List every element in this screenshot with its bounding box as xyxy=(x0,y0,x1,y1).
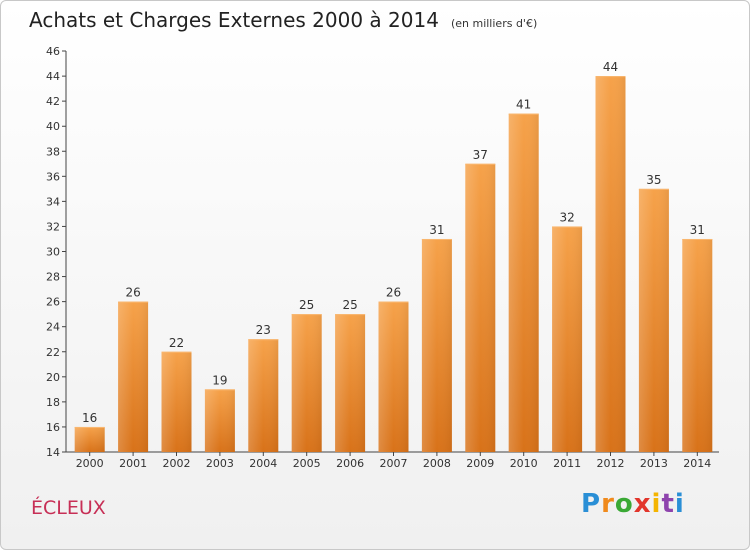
y-tick-label: 24 xyxy=(46,321,60,334)
chart-data-labels: 16 26 22 19 23 25 25 26 31 37 41 32 44 35 31 xyxy=(82,60,705,425)
x-tick-label: 2000 xyxy=(76,457,104,470)
bar-shine xyxy=(378,301,409,452)
x-tick-label: 2001 xyxy=(119,457,147,470)
bar-value-label: 31 xyxy=(690,223,705,237)
y-tick-label: 14 xyxy=(46,446,60,459)
bar-shine xyxy=(552,226,583,452)
y-tick-label: 38 xyxy=(46,145,60,158)
x-tick-label: 2008 xyxy=(423,457,451,470)
y-tick-label: 16 xyxy=(46,421,60,434)
x-tick-label: 2013 xyxy=(640,457,668,470)
bar-value-label: 25 xyxy=(342,298,357,312)
bar-value-label: 25 xyxy=(299,298,314,312)
bar-value-label: 44 xyxy=(603,60,618,74)
y-tick-label: 32 xyxy=(46,220,60,233)
bar-shine xyxy=(161,351,192,452)
chart-axes: 14 16 18 20 22 24 26 28 30 32 34 36 38 40 42 44 46 2000 20… xyxy=(46,45,719,470)
x-tick-label: 2012 xyxy=(597,457,625,470)
chart-unit: (en milliers d'€) xyxy=(450,17,538,30)
logo-letter: P xyxy=(581,489,602,519)
y-tick-label: 22 xyxy=(46,346,60,359)
logo-letter: i xyxy=(651,489,662,519)
y-tick-label: 44 xyxy=(46,70,60,83)
bar-shine xyxy=(291,314,322,452)
x-tick-label: 2010 xyxy=(510,457,538,470)
y-tick-label: 26 xyxy=(46,296,60,309)
bar-shine xyxy=(638,188,669,452)
logo-letter: i xyxy=(674,489,685,519)
x-tick-label: 2011 xyxy=(553,457,581,470)
bar-shine xyxy=(465,163,496,452)
chart-bars xyxy=(74,76,713,452)
bar-value-label: 26 xyxy=(386,286,401,300)
bar-shine xyxy=(204,389,235,452)
x-tick-label: 2002 xyxy=(163,457,191,470)
bar-shine xyxy=(595,76,626,452)
y-tick-label: 28 xyxy=(46,271,60,284)
x-tick-label: 2006 xyxy=(336,457,364,470)
bar-shine xyxy=(421,238,452,452)
bar-value-label: 37 xyxy=(473,148,488,162)
y-tick-label: 34 xyxy=(46,195,60,208)
bar-shine xyxy=(74,426,105,452)
bar-shine xyxy=(335,314,366,452)
bar-value-label: 35 xyxy=(646,173,661,187)
logo-letter: r xyxy=(601,489,615,519)
x-tick-label: 2003 xyxy=(206,457,234,470)
y-tick-label: 18 xyxy=(46,396,60,409)
bar-shine xyxy=(508,113,539,452)
y-tick-label: 36 xyxy=(46,170,60,183)
bar-value-label: 22 xyxy=(169,336,184,350)
bar-shine xyxy=(682,238,713,452)
bar-value-label: 32 xyxy=(559,210,574,224)
bar-value-label: 19 xyxy=(212,373,227,387)
y-tick-label: 42 xyxy=(46,95,60,108)
x-tick-label: 2014 xyxy=(683,457,711,470)
commune-name: ÉCLEUX xyxy=(31,497,106,519)
bar-value-label: 31 xyxy=(429,223,444,237)
x-tick-label: 2007 xyxy=(380,457,408,470)
y-tick-label: 20 xyxy=(46,371,60,384)
bar-shine xyxy=(248,339,279,452)
logo-letter: x xyxy=(633,489,652,519)
chart-title: Achats et Charges Externes 2000 à 2014 (e… xyxy=(29,8,537,32)
x-tick-label: 2009 xyxy=(466,457,494,470)
bar-value-label: 41 xyxy=(516,98,531,112)
y-tick-label: 30 xyxy=(46,246,60,259)
bar-value-label: 26 xyxy=(125,286,140,300)
logo-letter: t xyxy=(661,489,675,519)
x-tick-label: 2004 xyxy=(249,457,277,470)
chart-title-text: Achats et Charges Externes 2000 à 2014 xyxy=(29,8,439,32)
y-tick-label: 40 xyxy=(46,120,60,133)
proxiti-logo: Proxiti xyxy=(581,489,685,519)
bar-value-label: 23 xyxy=(256,323,271,337)
y-tick-label: 46 xyxy=(46,45,60,58)
bar-shine xyxy=(118,301,149,452)
logo-letter: o xyxy=(614,489,634,519)
bar-value-label: 16 xyxy=(82,411,97,425)
x-tick-label: 2005 xyxy=(293,457,321,470)
